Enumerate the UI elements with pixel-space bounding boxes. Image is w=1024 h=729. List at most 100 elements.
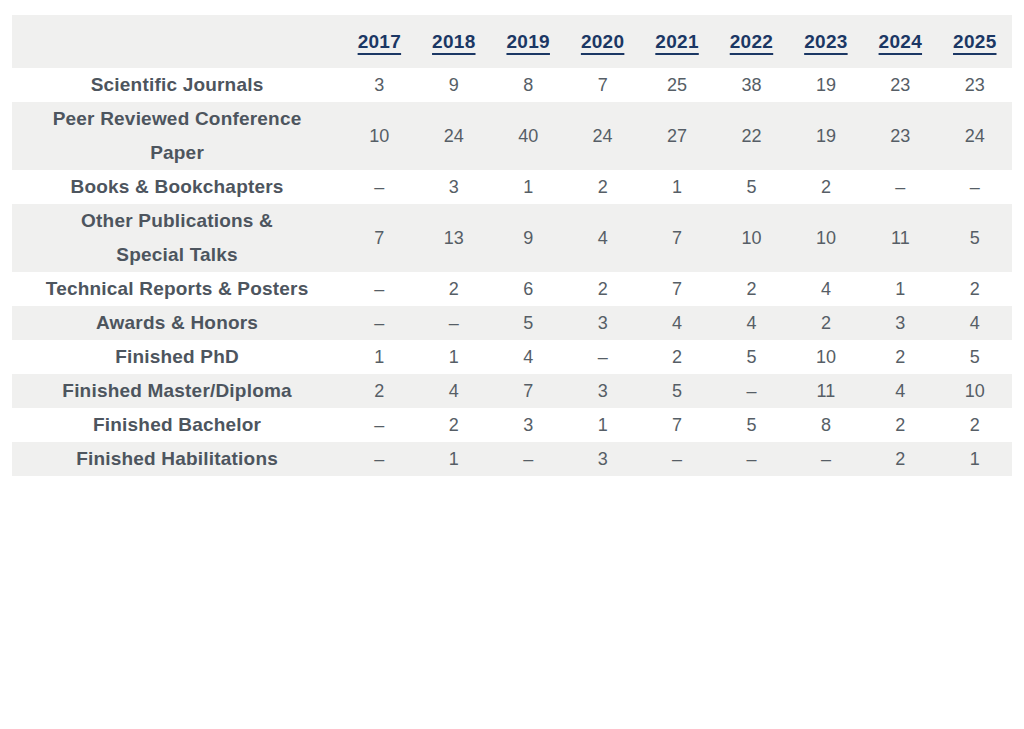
row-label-line: Books & Bookchapters	[12, 170, 342, 204]
cell-2023: 10	[789, 340, 863, 374]
row-label: Scientific Journals	[12, 68, 342, 102]
cell-2019: 3	[491, 408, 565, 442]
cell-2018: 2	[417, 272, 491, 306]
cell-2025: 10	[938, 374, 1012, 408]
cell-2020: 2	[565, 170, 639, 204]
year-link-2022[interactable]: 2022	[730, 31, 773, 52]
row-label-line: Special Talks	[12, 238, 342, 272]
header-row: 2017 2018 2019 2020 2021 2022 2023 2024 2025	[12, 15, 1012, 68]
cell-2017: –	[342, 442, 416, 476]
cell-2022: 2	[714, 272, 788, 306]
cell-2019: 5	[491, 306, 565, 340]
year-header-2017: 2017	[342, 15, 416, 68]
cell-2020: 3	[565, 374, 639, 408]
cell-2025: 24	[938, 102, 1012, 170]
year-link-2018[interactable]: 2018	[432, 31, 475, 52]
row-label-line: Finished PhD	[12, 340, 342, 374]
cell-2018: 13	[417, 204, 491, 272]
table-row: Finished Habilitations–1–3–––21	[12, 442, 1012, 476]
cell-2025: 5	[938, 204, 1012, 272]
cell-2018: 9	[417, 68, 491, 102]
year-link-2017[interactable]: 2017	[358, 31, 401, 52]
cell-2025: 1	[938, 442, 1012, 476]
table-row: Finished Bachelor–23175822	[12, 408, 1012, 442]
cell-2019: 40	[491, 102, 565, 170]
year-header-2021: 2021	[640, 15, 714, 68]
table-row: Books & Bookchapters–312152––	[12, 170, 1012, 204]
cell-2021: 7	[640, 272, 714, 306]
cell-2019: 7	[491, 374, 565, 408]
cell-2023: 2	[789, 306, 863, 340]
cell-2024: 2	[863, 408, 937, 442]
cell-2024: 3	[863, 306, 937, 340]
cell-2025: 5	[938, 340, 1012, 374]
row-label: Finished Bachelor	[12, 408, 342, 442]
year-link-2023[interactable]: 2023	[804, 31, 847, 52]
table-header: 2017 2018 2019 2020 2021 2022 2023 2024 2025	[12, 15, 1012, 68]
cell-2021: 27	[640, 102, 714, 170]
cell-2020: 7	[565, 68, 639, 102]
table-row: Peer Reviewed ConferencePaper10244024272…	[12, 102, 1012, 170]
table-row: Finished Master/Diploma24735–11410	[12, 374, 1012, 408]
cell-2023: 2	[789, 170, 863, 204]
page: 2017 2018 2019 2020 2021 2022 2023 2024 2025 Sci…	[0, 0, 1024, 729]
year-link-2020[interactable]: 2020	[581, 31, 624, 52]
year-link-2024[interactable]: 2024	[879, 31, 922, 52]
cell-2019: 9	[491, 204, 565, 272]
cell-2023: 10	[789, 204, 863, 272]
cell-2017: 3	[342, 68, 416, 102]
year-header-2024: 2024	[863, 15, 937, 68]
row-label: Finished Master/Diploma	[12, 374, 342, 408]
cell-2017: –	[342, 306, 416, 340]
cell-2017: 2	[342, 374, 416, 408]
cell-2023: 19	[789, 102, 863, 170]
cell-2023: 4	[789, 272, 863, 306]
cell-2022: –	[714, 374, 788, 408]
cell-2019: –	[491, 442, 565, 476]
cell-2024: 1	[863, 272, 937, 306]
cell-2017: 1	[342, 340, 416, 374]
cell-2022: 5	[714, 408, 788, 442]
cell-2024: 23	[863, 68, 937, 102]
year-link-2019[interactable]: 2019	[506, 31, 549, 52]
cell-2019: 4	[491, 340, 565, 374]
cell-2021: –	[640, 442, 714, 476]
cell-2018: 4	[417, 374, 491, 408]
cell-2022: 5	[714, 170, 788, 204]
row-label-line: Awards & Honors	[12, 306, 342, 340]
cell-2025: 2	[938, 408, 1012, 442]
row-label-line: Finished Bachelor	[12, 408, 342, 442]
row-label: Technical Reports & Posters	[12, 272, 342, 306]
cell-2024: 2	[863, 442, 937, 476]
cell-2021: 25	[640, 68, 714, 102]
cell-2018: 24	[417, 102, 491, 170]
cell-2020: 3	[565, 442, 639, 476]
cell-2021: 7	[640, 408, 714, 442]
table-row: Finished PhD114–251025	[12, 340, 1012, 374]
row-label: Peer Reviewed ConferencePaper	[12, 102, 342, 170]
table-body: Scientific Journals39872538192323Peer Re…	[12, 68, 1012, 476]
cell-2024: –	[863, 170, 937, 204]
cell-2017: 7	[342, 204, 416, 272]
cell-2018: 1	[417, 442, 491, 476]
cell-2021: 2	[640, 340, 714, 374]
year-header-2019: 2019	[491, 15, 565, 68]
cell-2018: 2	[417, 408, 491, 442]
cell-2023: –	[789, 442, 863, 476]
row-label-line: Finished Master/Diploma	[12, 374, 342, 408]
cell-2024: 23	[863, 102, 937, 170]
year-link-2021[interactable]: 2021	[655, 31, 698, 52]
cell-2025: 2	[938, 272, 1012, 306]
year-header-2025: 2025	[938, 15, 1012, 68]
cell-2021: 5	[640, 374, 714, 408]
table-row: Awards & Honors––5344234	[12, 306, 1012, 340]
cell-2022: 22	[714, 102, 788, 170]
row-label-line: Other Publications &	[12, 204, 342, 238]
cell-2020: 1	[565, 408, 639, 442]
cell-2025: 23	[938, 68, 1012, 102]
cell-2021: 1	[640, 170, 714, 204]
row-label-line: Technical Reports & Posters	[12, 272, 342, 306]
row-label-line: Scientific Journals	[12, 68, 342, 102]
cell-2020: –	[565, 340, 639, 374]
year-link-2025[interactable]: 2025	[953, 31, 996, 52]
